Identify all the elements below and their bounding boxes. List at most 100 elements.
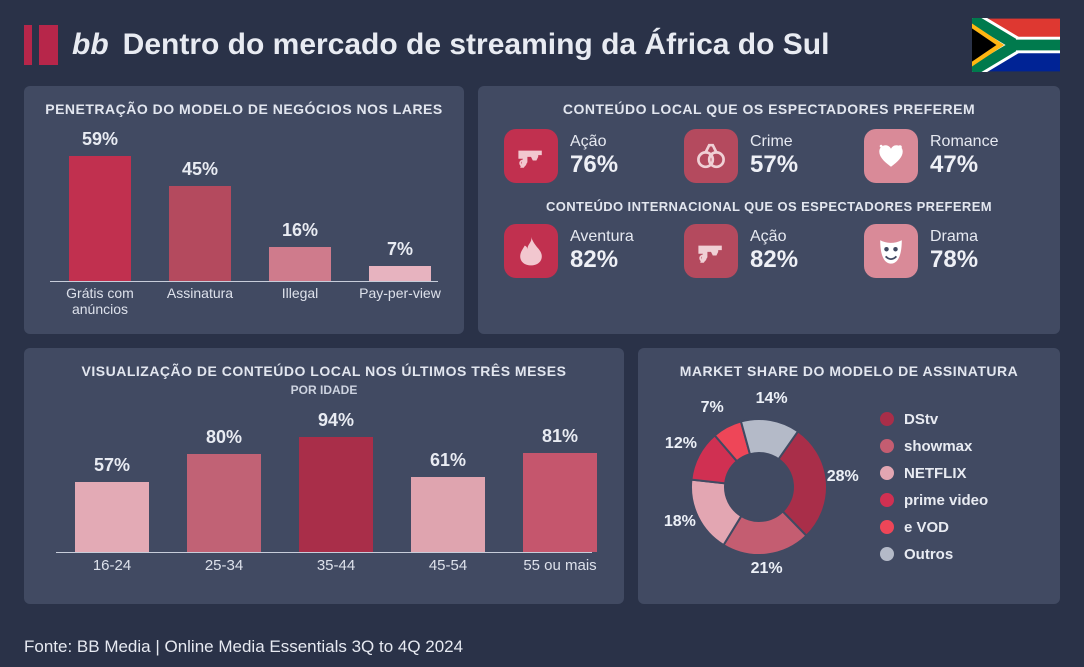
bar-category: Grátis com anúncios	[50, 285, 150, 317]
bar-category: 35-44	[286, 557, 386, 574]
bar-rect	[69, 156, 131, 281]
donut-slice-label: 21%	[751, 560, 783, 578]
donut-slice-label: 28%	[827, 468, 859, 486]
bar-rect	[523, 453, 597, 552]
bar-value: 45%	[182, 159, 218, 180]
pref-label: Ação	[750, 228, 798, 246]
pref-item: Ação 76%	[504, 129, 674, 183]
pref-text: Crime 57%	[750, 133, 798, 179]
bar-category: 45-54	[398, 557, 498, 574]
brand-logo	[24, 25, 58, 65]
marketshare-donut: 28%21%18%12%7%14%	[664, 392, 854, 582]
penetration-bar-chart: 59% Grátis com anúncios45% Assinatura16%…	[50, 127, 438, 282]
pref-text: Ação 76%	[570, 133, 618, 179]
bar-category: 25-34	[174, 557, 274, 574]
source-footer: Fonte: BB Media | Online Media Essential…	[24, 637, 463, 657]
pref-label: Drama	[930, 228, 978, 246]
pref-value: 76%	[570, 151, 618, 179]
pref-item: Crime 57%	[684, 129, 854, 183]
bar-value: 80%	[206, 427, 242, 448]
header: bb Dentro do mercado de streaming da Áfr…	[24, 18, 1060, 72]
legend-dot	[880, 547, 894, 561]
bar-category: 16-24	[62, 557, 162, 574]
bar-rect	[187, 454, 261, 552]
bar: 80%	[187, 454, 261, 552]
panel-penetration: PENETRAÇÃO DO MODELO DE NEGÓCIOS NOS LAR…	[24, 86, 464, 334]
intl-pref-row: Aventura 82% Ação 82% Drama 78%	[504, 224, 1034, 278]
flame-icon	[504, 224, 558, 278]
donut-slice-label: 7%	[701, 399, 724, 417]
bar-rect	[299, 437, 373, 552]
bar-value: 59%	[82, 129, 118, 150]
pref-value: 78%	[930, 246, 978, 274]
pref-label: Aventura	[570, 228, 634, 246]
bar: 94%	[299, 437, 373, 552]
bar-value: 94%	[318, 410, 354, 431]
legend-item: showmax	[880, 438, 988, 455]
legend-dot	[880, 412, 894, 426]
legend-dot	[880, 466, 894, 480]
legend-label: showmax	[904, 438, 972, 455]
pref-value: 57%	[750, 151, 798, 179]
legend-label: e VOD	[904, 519, 949, 536]
marketshare-title: MARKET SHARE DO MODELO DE ASSINATURA	[654, 362, 1044, 381]
gun-icon	[684, 224, 738, 278]
legend-label: Outros	[904, 546, 953, 563]
bar-category: 55 ou mais	[510, 557, 610, 574]
pref-value: 82%	[750, 246, 798, 274]
bar-category: Pay-per-view	[350, 285, 450, 301]
pref-item: Romance 47%	[864, 129, 1034, 183]
pref-item: Ação 82%	[684, 224, 854, 278]
legend-dot	[880, 439, 894, 453]
age-bar-chart: 57% 16-2480% 25-3494% 35-4461% 45-5481% …	[56, 403, 592, 553]
legend-item: DStv	[880, 411, 988, 428]
pref-label: Crime	[750, 133, 798, 151]
mask-icon	[864, 224, 918, 278]
donut-slice-label: 14%	[756, 390, 788, 408]
pref-text: Drama 78%	[930, 228, 978, 274]
panel-market-share: MARKET SHARE DO MODELO DE ASSINATURA 28%…	[638, 348, 1060, 604]
panel-content-prefs: CONTEÚDO LOCAL QUE OS ESPECTADORES PREFE…	[478, 86, 1060, 334]
bar-rect	[75, 482, 149, 552]
donut-slice-label: 12%	[665, 435, 697, 453]
pref-item: Aventura 82%	[504, 224, 674, 278]
pref-value: 82%	[570, 246, 634, 274]
legend-dot	[880, 520, 894, 534]
bar-category: Assinatura	[150, 285, 250, 301]
gun-icon	[504, 129, 558, 183]
bar-rect	[169, 186, 231, 281]
pref-label: Ação	[570, 133, 618, 151]
bar: 61%	[411, 477, 485, 551]
legend-item: e VOD	[880, 519, 988, 536]
bar-value: 81%	[542, 426, 578, 447]
bar-category: Illegal	[250, 285, 350, 301]
legend-item: NETFLIX	[880, 465, 988, 482]
local-pref-row: Ação 76% Crime 57% Romance 47%	[504, 129, 1034, 183]
age-title: VISUALIZAÇÃO DE CONTEÚDO LOCAL NOS ÚLTIM…	[40, 362, 608, 381]
legend-label: NETFLIX	[904, 465, 967, 482]
bar-rect	[411, 477, 485, 551]
panel-age-chart: VISUALIZAÇÃO DE CONTEÚDO LOCAL NOS ÚLTIM…	[24, 348, 624, 604]
legend-item: Outros	[880, 546, 988, 563]
bar-value: 7%	[387, 239, 413, 260]
legend-label: prime video	[904, 492, 988, 509]
bar-rect	[369, 266, 431, 281]
legend-label: DStv	[904, 411, 938, 428]
marketshare-legend: DStv showmax NETFLIX prime video e VOD O…	[880, 411, 988, 563]
pref-text: Ação 82%	[750, 228, 798, 274]
legend-dot	[880, 493, 894, 507]
pref-item: Drama 78%	[864, 224, 1034, 278]
legend-item: prime video	[880, 492, 988, 509]
bar: 59%	[69, 156, 131, 281]
bar: 16%	[269, 247, 331, 281]
bar: 7%	[369, 266, 431, 281]
bar: 57%	[75, 482, 149, 552]
bar-value: 61%	[430, 450, 466, 471]
bar-value: 57%	[94, 455, 130, 476]
intl-pref-title: CONTEÚDO INTERNACIONAL QUE OS ESPECTADOR…	[494, 199, 1044, 214]
pref-value: 47%	[930, 151, 998, 179]
brand-mark: bb	[72, 28, 109, 62]
pref-label: Romance	[930, 133, 998, 151]
handcuffs-icon	[684, 129, 738, 183]
pref-text: Aventura 82%	[570, 228, 634, 274]
